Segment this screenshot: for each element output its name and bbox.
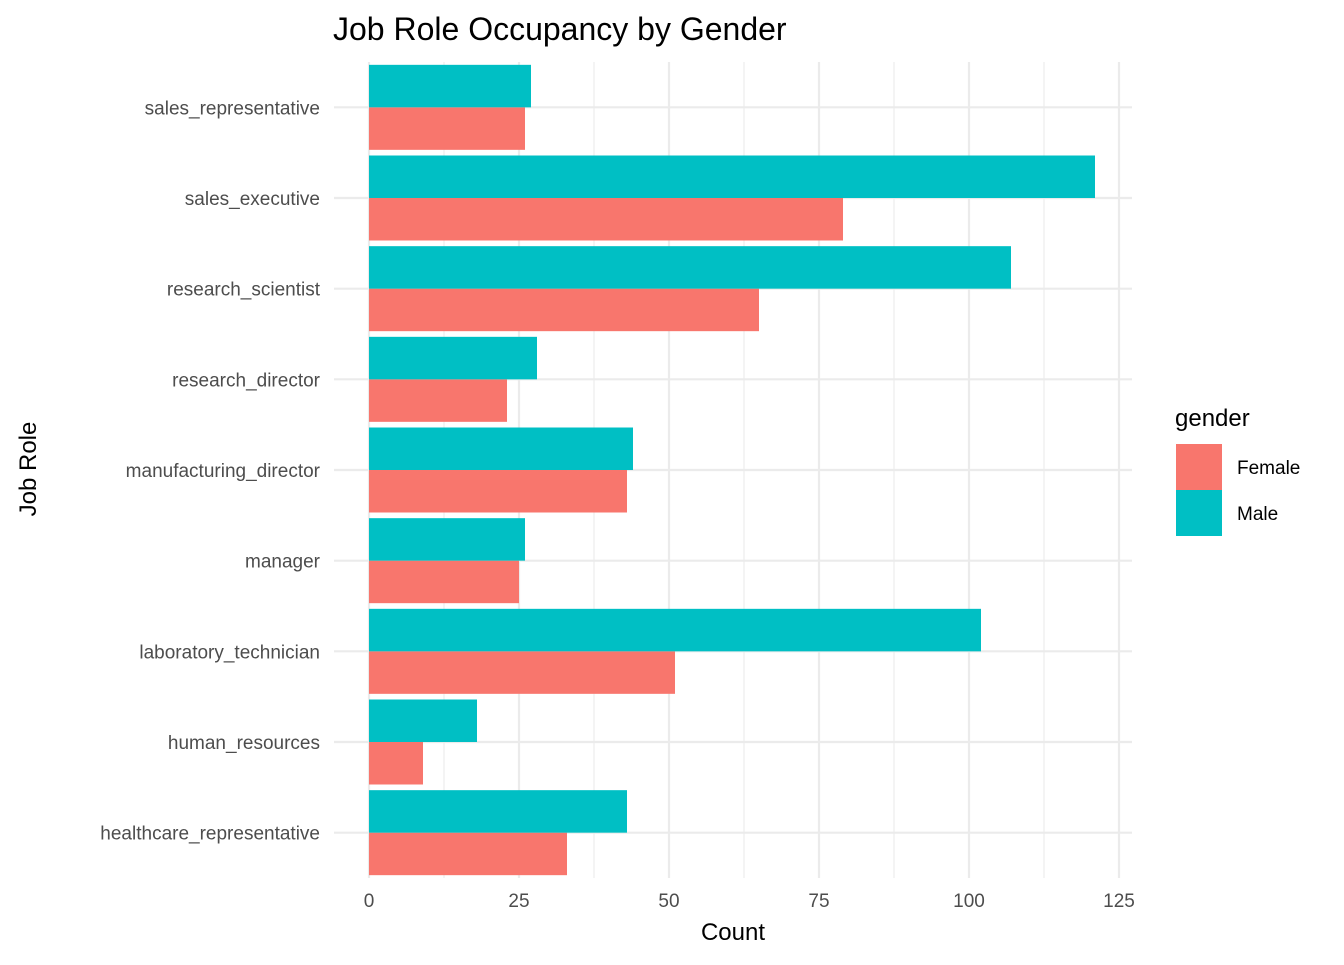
y-tick-label: human_resources <box>168 733 320 754</box>
y-tick-label: manufacturing_director <box>126 461 321 482</box>
y-tick-label: laboratory_technician <box>139 642 320 663</box>
x-tick-label: 75 <box>808 891 829 912</box>
bar-manufacturing_director-male <box>369 427 633 470</box>
y-tick-label: research_director <box>172 370 321 391</box>
bar-laboratory_technician-female <box>369 651 675 694</box>
bar-research_director-female <box>369 379 507 422</box>
bar-sales_executive-male <box>369 155 1095 198</box>
y-axis-title: Job Role <box>15 422 42 517</box>
bar-manager-male <box>369 518 525 561</box>
bar-research_director-male <box>369 336 537 380</box>
x-tick-label: 100 <box>953 891 985 912</box>
y-tick-label: sales_executive <box>185 189 320 210</box>
legend-items: Female Male <box>1176 444 1300 536</box>
legend-key-female <box>1176 444 1222 490</box>
bar-manufacturing_director-female <box>369 470 627 513</box>
bar-sales_executive-female <box>369 198 843 241</box>
y-tick-label: sales_representative <box>145 98 320 119</box>
legend-label-male: Male <box>1237 504 1278 525</box>
y-tick-label: research_scientist <box>167 280 321 301</box>
y-tick-label: healthcare_representative <box>100 824 320 845</box>
bar-laboratory_technician-male <box>369 608 981 652</box>
bar-human_resources-male <box>369 699 477 742</box>
legend-key-male <box>1176 490 1222 536</box>
bar-manager-female <box>369 560 519 604</box>
x-tick-label: 25 <box>508 891 529 912</box>
bar-healthcare_representative-female <box>369 832 567 876</box>
legend: gender Female Male <box>1175 405 1300 536</box>
bar-sales_representative-female <box>369 107 525 150</box>
x-tick-label: 50 <box>658 891 679 912</box>
x-tick-label: 0 <box>364 891 375 912</box>
bar-human_resources-female <box>369 742 423 785</box>
y-tick-label: manager <box>245 552 321 573</box>
legend-title: gender <box>1175 405 1250 432</box>
bar-research_scientist-male <box>369 246 1011 289</box>
x-axis-tick-labels: 0 25 50 75 100 125 <box>364 891 1135 912</box>
bars <box>369 64 1095 876</box>
bar-research_scientist-female <box>369 288 759 332</box>
bar-healthcare_representative-male <box>369 790 627 833</box>
x-tick-label: 125 <box>1103 891 1135 912</box>
legend-label-female: Female <box>1237 458 1300 479</box>
bar-sales_representative-male <box>369 64 531 108</box>
x-axis-title: Count <box>701 919 765 946</box>
y-axis-tick-labels: healthcare_representative human_resources… <box>100 98 320 844</box>
chart-title: Job Role Occupancy by Gender <box>333 11 787 47</box>
